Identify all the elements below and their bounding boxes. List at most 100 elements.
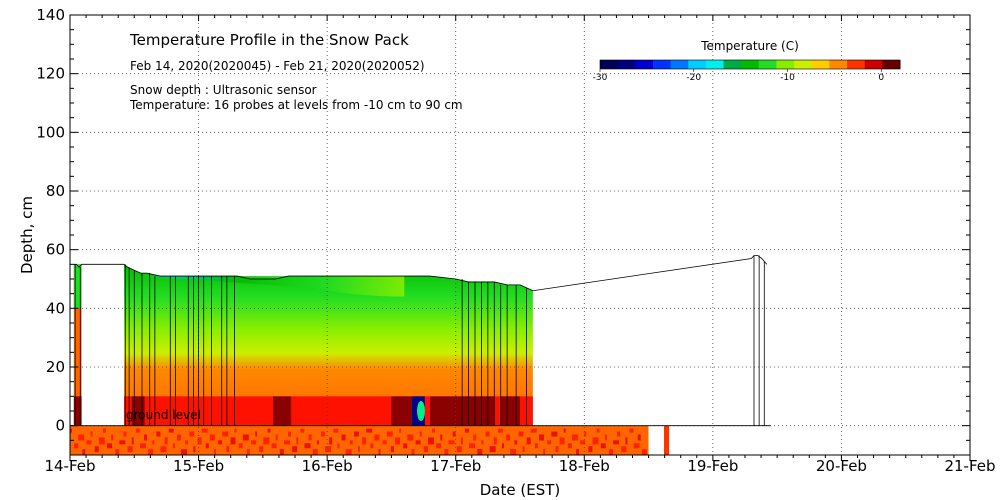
ground-speckle <box>263 437 270 445</box>
ground-speckle <box>473 434 477 441</box>
ground-speckle <box>489 446 496 453</box>
ground-speckle <box>337 443 340 449</box>
colorbar-swatch <box>847 60 866 69</box>
y-axis-title: Depth, cm <box>18 196 36 274</box>
colorbar-swatch <box>864 60 883 69</box>
ground-speckle <box>135 428 140 433</box>
snow-pack-body <box>124 264 533 426</box>
ground-speckle <box>259 446 264 453</box>
ground-band-end <box>664 425 670 455</box>
ground-speckle <box>637 434 641 441</box>
ground-speckle <box>559 437 565 445</box>
x-tick-label: 16-Feb <box>302 457 353 475</box>
ground-speckle <box>98 437 105 445</box>
ground-speckle <box>82 449 86 455</box>
ground-speckle <box>452 431 456 437</box>
colorbar-swatch <box>794 60 813 69</box>
ground-speckle <box>139 443 146 449</box>
ground-speckle <box>403 443 408 449</box>
ground-speckle <box>514 440 518 445</box>
x-axis-title: Date (EST) <box>480 481 561 499</box>
ground-speckle <box>148 449 154 455</box>
y-tick-label: 100 <box>36 123 65 141</box>
ground-speckle <box>205 443 209 449</box>
ground-speckle <box>362 437 367 445</box>
ground-speckle <box>395 437 401 445</box>
ground-speckle <box>580 440 586 445</box>
ground-speckle <box>567 443 572 449</box>
ground-speckle <box>539 434 545 441</box>
ground-gap <box>648 425 664 455</box>
ground-speckle <box>176 434 181 441</box>
y-tick-label: 20 <box>46 358 65 376</box>
ground-speckle <box>222 431 229 437</box>
ground-speckle <box>621 446 627 453</box>
ground-speckle <box>522 446 525 453</box>
ground-speckle <box>288 431 292 437</box>
snow-base-dark <box>273 396 292 426</box>
ground-speckle <box>70 428 72 433</box>
snow-base-cold-core <box>417 401 425 421</box>
ground-speckle <box>156 431 161 437</box>
y-tick-label: 40 <box>46 299 65 317</box>
ground-speckle <box>382 440 387 445</box>
colorbar: -30 -20 -10 0 <box>593 59 901 83</box>
snow-depth-line <box>73 255 768 292</box>
colorbar-title: Temperature (C) <box>700 39 799 53</box>
ground-speckle <box>242 434 249 441</box>
colorbar-swatch <box>723 60 742 69</box>
ground-speckle <box>427 437 434 445</box>
ground-speckle <box>440 434 443 441</box>
ground-speckle <box>497 428 503 433</box>
ground-speckle <box>399 428 402 433</box>
ground-speckle <box>333 428 339 433</box>
ground-speckle <box>374 434 380 441</box>
ground-speckle <box>436 443 442 449</box>
colorbar-frame <box>599 59 901 70</box>
ground-speckle <box>90 431 93 437</box>
ground-speckle <box>502 443 504 449</box>
ground-speckle <box>530 428 537 433</box>
colorbar-tick-label: 0 <box>878 73 884 83</box>
ground-speckle <box>189 431 195 437</box>
ground-speckle <box>604 434 607 441</box>
ground-speckle <box>201 428 208 433</box>
ground-speckle <box>123 431 127 437</box>
y-tick-label: 0 <box>55 417 65 435</box>
colorbar-swatch <box>635 60 654 69</box>
ground-speckle <box>444 449 449 455</box>
ground-speckle <box>316 440 319 445</box>
snow-base-dark <box>391 396 412 426</box>
ground-speckle <box>234 428 237 433</box>
colorbar-swatch <box>652 60 672 69</box>
colorbar-swatch <box>829 60 848 69</box>
ground-speckle <box>378 449 381 455</box>
ground-speckle <box>168 428 174 433</box>
ground-speckle <box>641 449 647 455</box>
colorbar-swatch <box>882 60 901 69</box>
ground-speckle <box>218 440 223 445</box>
colorbar-tick-label: -30 <box>593 73 608 83</box>
ground-speckle <box>370 443 374 449</box>
ground-speckle <box>469 443 476 449</box>
ground-speckle <box>226 446 230 453</box>
ground-speckle <box>547 440 552 445</box>
x-tick-label: 15-Feb <box>173 457 224 475</box>
x-tick-label: 14-Feb <box>44 457 95 475</box>
y-tick-label: 140 <box>36 6 65 24</box>
ground-speckle <box>329 437 333 445</box>
ground-speckle <box>279 449 284 455</box>
ground-speckle <box>584 431 587 437</box>
temperature-heatmap <box>70 264 670 455</box>
ground-speckle <box>172 443 175 449</box>
ground-speckle <box>127 446 133 453</box>
chart-subtitle: Feb 14, 2020(2020045) - Feb 21, 2020(202… <box>130 59 425 73</box>
ground-speckle <box>251 440 257 445</box>
ground-speckle <box>283 440 290 445</box>
ground-speckle <box>366 428 373 433</box>
ground-speckle <box>510 449 517 455</box>
ground-speckle <box>102 428 106 433</box>
ground-speckle <box>111 434 114 441</box>
early-column <box>73 264 82 426</box>
ground-speckle <box>448 440 455 445</box>
